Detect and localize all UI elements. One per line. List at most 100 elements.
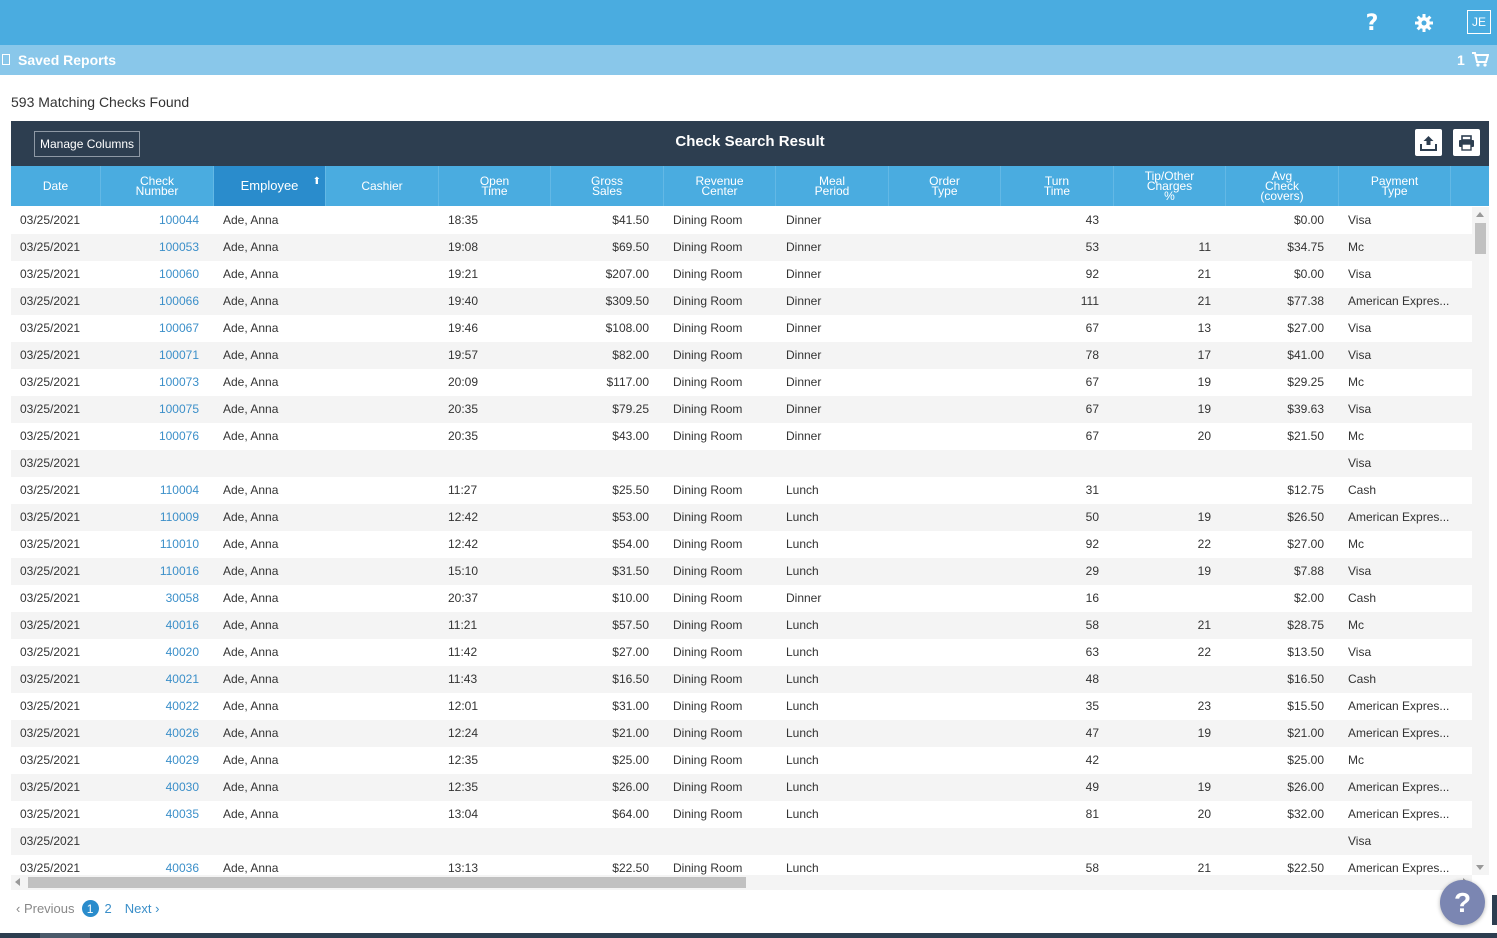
col-header-open-time[interactable]: Open Time bbox=[439, 166, 551, 206]
cell-check-number-link[interactable]: 100060 bbox=[158, 267, 199, 281]
help-fab-button[interactable]: ? bbox=[1440, 880, 1485, 925]
cell-check-number-link[interactable]: 100044 bbox=[158, 213, 199, 227]
cell-date: 03/25/2021 bbox=[20, 213, 81, 227]
side-tab[interactable] bbox=[1492, 895, 1497, 925]
table-row[interactable]: 03/25/2021 40020 Ade, Anna 11:42 $27.00 Dinin… bbox=[11, 639, 1472, 666]
cell-check-number-link[interactable]: 40030 bbox=[165, 780, 199, 794]
export-button[interactable] bbox=[1415, 129, 1442, 156]
table-row[interactable]: 03/25/2021 40026 Ade, Anna 12:24 $21.00 Dinin… bbox=[11, 720, 1472, 747]
table-row[interactable]: 03/25/2021 30058 Ade, Anna 20:37 $10.00 Dinin… bbox=[11, 585, 1472, 612]
table-row[interactable]: 03/25/2021 40035 Ade, Anna 13:04 $64.00 Dinin… bbox=[11, 801, 1472, 828]
col-header-date[interactable]: Date bbox=[11, 166, 101, 206]
page-2-link[interactable]: 2 bbox=[104, 901, 112, 916]
print-button[interactable] bbox=[1453, 129, 1480, 156]
table-row[interactable]: 03/25/2021 110009 Ade, Anna 12:42 $53.00 Dini… bbox=[11, 504, 1472, 531]
cell-employee: Ade, Anna bbox=[223, 726, 279, 740]
top-bar: ? JE bbox=[0, 0, 1497, 45]
col-header-cashier[interactable]: Cashier bbox=[326, 166, 439, 206]
cell-avg-check bbox=[1226, 450, 1324, 477]
col-header-order-type[interactable]: Order Type bbox=[889, 166, 1001, 206]
next-page-link[interactable]: Next › bbox=[124, 901, 160, 916]
table-row[interactable]: 03/25/2021 100073 Ade, Anna 20:09 $117.00 Din… bbox=[11, 369, 1472, 396]
col-header-payment-type[interactable]: Payment Type bbox=[1339, 166, 1451, 206]
cell-date: 03/25/2021 bbox=[20, 402, 81, 416]
cell-check-number-link[interactable]: 40016 bbox=[165, 618, 199, 632]
cell-avg-check: $2.00 bbox=[1293, 591, 1324, 605]
table-row[interactable]: 03/25/2021 100060 Ade, Anna 19:21 $207.00 Din… bbox=[11, 261, 1472, 288]
horizontal-scroll-thumb[interactable] bbox=[28, 877, 746, 888]
table-row[interactable]: 03/25/2021 40030 Ade, Anna 12:35 $26.00 Dinin… bbox=[11, 774, 1472, 801]
cell-employee: Ade, Anna bbox=[223, 753, 279, 767]
help-icon[interactable]: ? bbox=[1365, 10, 1379, 36]
page-1-link[interactable]: 1 bbox=[81, 900, 99, 917]
manage-columns-button[interactable]: Manage Columns bbox=[34, 131, 141, 157]
cell-tip-percent bbox=[1113, 747, 1211, 774]
cell-check-number-link[interactable]: 110004 bbox=[159, 483, 199, 497]
scroll-left-arrow[interactable] bbox=[15, 878, 20, 886]
table-row[interactable]: 03/25/2021 100066 Ade, Anna 19:40 $309.50 Din… bbox=[11, 288, 1472, 315]
table-row[interactable]: 03/25/2021 100076 Ade, Anna 20:35 $43.00 Dini… bbox=[11, 423, 1472, 450]
vertical-scroll-thumb[interactable] bbox=[1475, 223, 1486, 254]
cell-check-number-link[interactable]: 110009 bbox=[159, 510, 199, 524]
saved-reports-link[interactable]: Saved Reports bbox=[18, 52, 117, 68]
col-header-meal-period[interactable]: Meal Period bbox=[776, 166, 889, 206]
cell-gross-sales: $22.50 bbox=[612, 861, 649, 875]
table-row[interactable]: 03/25/2021 Visa bbox=[11, 828, 1472, 855]
table-row[interactable]: 03/25/2021 110004 Ade, Anna 11:27 $25.50 Dini… bbox=[11, 477, 1472, 504]
cell-check-number-link[interactable]: 40020 bbox=[165, 645, 199, 659]
gear-icon[interactable] bbox=[1409, 8, 1439, 38]
previous-page-link[interactable]: ‹ Previous bbox=[16, 901, 75, 916]
cell-check-number-link[interactable]: 100071 bbox=[158, 348, 199, 362]
vertical-scrollbar[interactable] bbox=[1472, 207, 1489, 875]
cell-check-number-link[interactable]: 100073 bbox=[158, 375, 199, 389]
avatar[interactable]: JE bbox=[1467, 10, 1491, 34]
col-header-revenue-center[interactable]: Revenue Center bbox=[664, 166, 776, 206]
table-row[interactable]: 03/25/2021 100071 Ade, Anna 19:57 $82.00 Dini… bbox=[11, 342, 1472, 369]
cart-icon[interactable] bbox=[1472, 52, 1490, 72]
scroll-down-arrow[interactable] bbox=[1476, 865, 1484, 870]
cell-meal-period: Lunch bbox=[786, 537, 819, 551]
table-row[interactable]: 03/25/2021 Visa bbox=[11, 450, 1472, 477]
table-row[interactable]: 03/25/2021 100067 Ade, Anna 19:46 $108.00 Din… bbox=[11, 315, 1472, 342]
cell-avg-check: $16.50 bbox=[1287, 672, 1324, 686]
cell-meal-period: Lunch bbox=[786, 672, 819, 686]
cell-check-number-link[interactable]: 40021 bbox=[165, 672, 199, 686]
cell-check-number-link[interactable]: 40029 bbox=[165, 753, 199, 767]
col-header-tip-other-charges[interactable]: Tip/Other Charges % bbox=[1114, 166, 1226, 206]
cell-check-number-link[interactable]: 40026 bbox=[165, 726, 199, 740]
col-header-employee[interactable]: Employee ⬆ bbox=[214, 166, 326, 206]
cell-check-number-link[interactable]: 100076 bbox=[158, 429, 199, 443]
col-header-turn-time[interactable]: Turn Time bbox=[1001, 166, 1114, 206]
col-header-avg-check[interactable]: Avg Check (covers) bbox=[1226, 166, 1339, 206]
cell-check-number-link[interactable]: 40035 bbox=[165, 807, 199, 821]
cell-check-number-link[interactable]: 100053 bbox=[158, 240, 199, 254]
cell-check-number-link[interactable]: 30058 bbox=[165, 591, 199, 605]
export-icon bbox=[1420, 135, 1437, 151]
table-row[interactable]: 03/25/2021 40021 Ade, Anna 11:43 $16.50 Dinin… bbox=[11, 666, 1472, 693]
cell-check-number-link[interactable]: 40022 bbox=[165, 699, 199, 713]
cell-check-number-link[interactable]: 110016 bbox=[159, 564, 199, 578]
cell-check-number-link[interactable]: 100075 bbox=[158, 402, 199, 416]
cell-gross-sales: $207.00 bbox=[605, 267, 649, 281]
table-row[interactable]: 03/25/2021 100075 Ade, Anna 20:35 $79.25 Dini… bbox=[11, 396, 1472, 423]
cell-check-number-link[interactable]: 100066 bbox=[158, 294, 199, 308]
horizontal-scrollbar[interactable] bbox=[11, 875, 1472, 890]
table-row[interactable]: 03/25/2021 40022 Ade, Anna 12:01 $31.00 Dinin… bbox=[11, 693, 1472, 720]
cell-check-number-link[interactable]: 40036 bbox=[165, 861, 199, 875]
cell-gross-sales: $21.00 bbox=[612, 726, 649, 740]
cell-check-number-link[interactable]: 100067 bbox=[158, 321, 199, 335]
table-row[interactable]: 03/25/2021 40036 Ade, Anna 13:13 $22.50 Dinin… bbox=[11, 855, 1472, 875]
cell-check-number-link[interactable]: 110010 bbox=[159, 537, 199, 551]
cell-open-time: 19:46 bbox=[448, 321, 479, 335]
cell-turn-time: 31 bbox=[1085, 483, 1099, 497]
col-header-check-number[interactable]: Check Number bbox=[101, 166, 214, 206]
scroll-up-arrow[interactable] bbox=[1476, 212, 1484, 217]
table-row[interactable]: 03/25/2021 110016 Ade, Anna 15:10 $31.50 Dini… bbox=[11, 558, 1472, 585]
table-row[interactable]: 03/25/2021 40016 Ade, Anna 11:21 $57.50 Dinin… bbox=[11, 612, 1472, 639]
table-row[interactable]: 03/25/2021 40029 Ade, Anna 12:35 $25.00 Dinin… bbox=[11, 747, 1472, 774]
table-row[interactable]: 03/25/2021 110010 Ade, Anna 12:42 $54.00 Dini… bbox=[11, 531, 1472, 558]
table-row[interactable]: 03/25/2021 100044 Ade, Anna 18:35 $41.50 Dini… bbox=[11, 207, 1472, 234]
table-row[interactable]: 03/25/2021 100053 Ade, Anna 19:08 $69.50 Dini… bbox=[11, 234, 1472, 261]
col-header-gross-sales[interactable]: Gross Sales bbox=[551, 166, 664, 206]
cell-tip-percent: 23 bbox=[1197, 699, 1211, 713]
